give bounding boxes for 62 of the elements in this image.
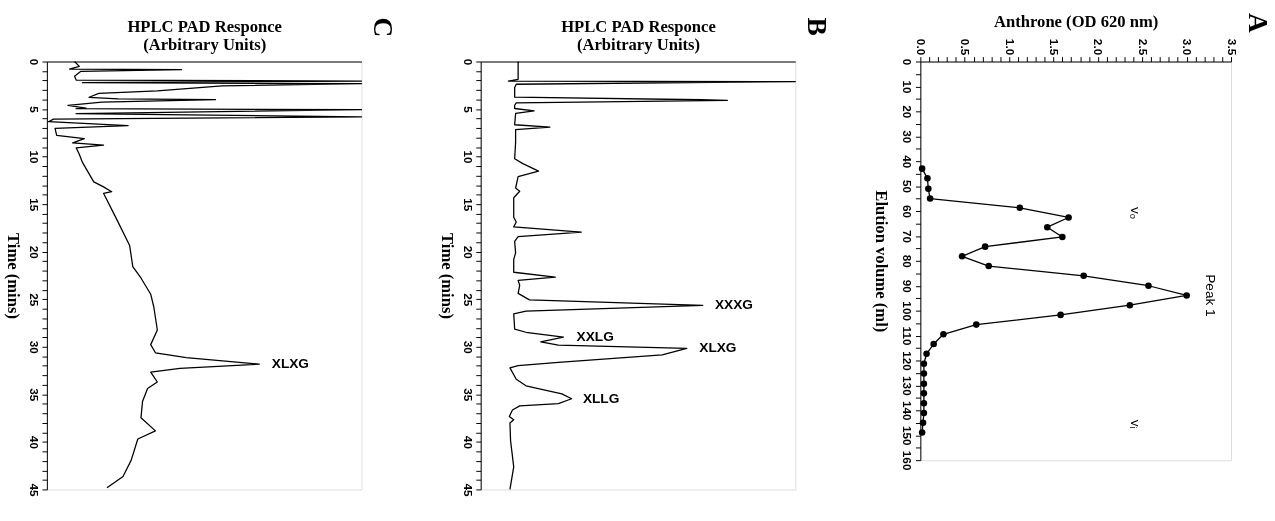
x-tick-label: 1.5 [1048,38,1062,56]
y-tick-label: 110 [901,326,915,346]
y-tick-label: 0 [901,58,915,66]
x-tick-label: 3.5 [1225,38,1239,56]
y-tick-label: 40 [461,435,475,450]
x-tick-label: 0.0 [914,38,928,56]
x-tick-label: 1.0 [1003,38,1017,56]
y-tick-label: 160 [901,450,915,471]
annotation: Peak 1 [1203,274,1219,317]
x-tick-label: 0.5 [959,38,973,56]
y-tick-label: 70 [901,229,915,244]
x-axis-title: HPLC PAD Responce (Arbitrary Units) [127,16,282,55]
y-tick-label: 60 [901,204,915,219]
y-tick-label: 15 [461,198,475,212]
x-tick-label: 2.5 [1136,38,1150,56]
annotation: XLLG [582,390,620,406]
annotation: vₒ [1127,207,1143,219]
y-axis-title: Time (mins) [4,233,24,319]
y-tick-label: 140 [901,401,915,422]
chart-title: A [1242,12,1273,33]
y-tick-label: 20 [27,245,41,260]
chart-title: C [367,17,398,38]
y-tick-label: 10 [27,150,41,165]
y-tick-label: 40 [901,155,915,169]
y-tick-label: 10 [901,80,915,94]
annotation: vᵢ [1127,419,1143,429]
y-tick-label: 35 [461,388,475,402]
y-tick-label: 45 [27,483,41,497]
y-tick-label: 20 [901,105,915,119]
y-tick-label: 0 [27,58,41,66]
x-axis-title: HPLC PAD Responce (Arbitrary Units) [561,16,716,55]
y-tick-label: 25 [27,293,41,307]
y-tick-label: 90 [901,279,915,294]
y-tick-label: 130 [901,376,915,397]
y-tick-label: 30 [461,340,475,355]
y-tick-label: 15 [27,198,41,212]
y-tick-label: 100 [901,301,915,322]
y-axis-title: Time (mins) [438,233,458,319]
annotation: XXLG [576,329,614,345]
y-tick-label: 0 [461,58,475,66]
y-tick-label: 40 [27,435,41,450]
y-axis-title: Elution volume (ml) [871,190,891,333]
y-tick-label: 30 [901,130,915,144]
annotation: XXXG [715,297,753,313]
y-tick-label: 50 [901,180,915,194]
y-tick-label: 35 [27,388,41,402]
y-tick-label: 45 [461,483,475,497]
x-axis-title: Anthrone (OD 620 nm) [994,12,1159,32]
y-tick-label: 30 [27,340,41,355]
y-tick-label: 80 [901,254,915,269]
y-tick-label: 5 [461,106,475,114]
y-tick-label: 5 [27,106,41,114]
annotation: XLXG [271,356,309,372]
chart-title: B [801,17,832,36]
y-tick-label: 10 [461,150,475,165]
x-tick-label: 3.0 [1181,38,1195,56]
x-tick-label: 2.0 [1092,38,1106,56]
y-tick-label: 25 [461,293,475,307]
annotation: XLXG [699,340,737,356]
y-tick-label: 20 [461,245,475,260]
y-tick-label: 150 [901,425,915,446]
y-tick-label: 120 [901,351,915,372]
